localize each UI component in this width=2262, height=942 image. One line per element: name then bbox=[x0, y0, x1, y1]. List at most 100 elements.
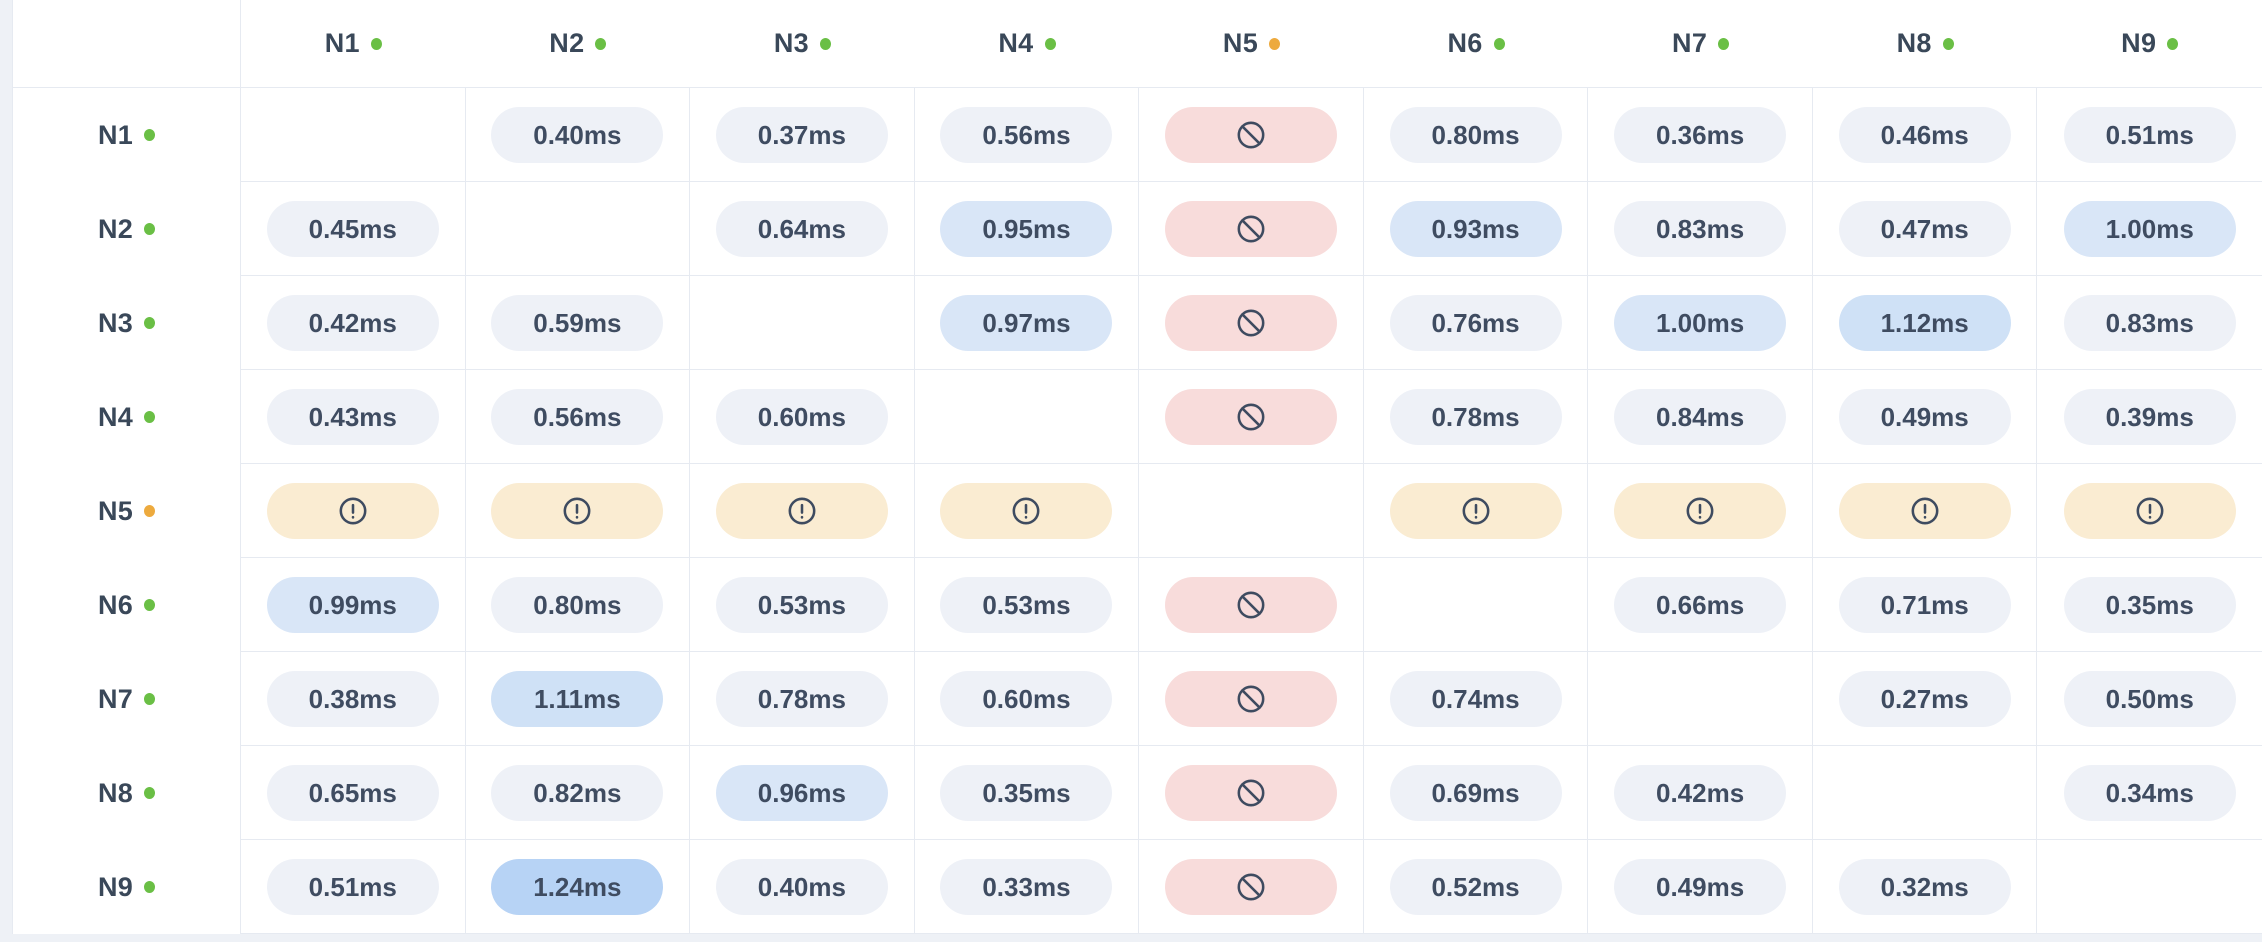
cell-N6-N2[interactable]: 0.80ms bbox=[465, 558, 691, 652]
cell-N5-N4[interactable] bbox=[914, 464, 1140, 558]
latency-pill[interactable]: 0.71ms bbox=[1838, 576, 2011, 633]
cell-N4-N8[interactable]: 0.49ms bbox=[1812, 370, 2038, 464]
cell-N7-N5[interactable] bbox=[1139, 652, 1364, 746]
latency-pill[interactable]: 0.80ms bbox=[491, 576, 664, 633]
cell-N1-N4[interactable]: 0.56ms bbox=[914, 88, 1140, 182]
cell-N5-N2[interactable] bbox=[465, 464, 691, 558]
latency-pill[interactable]: 1.24ms bbox=[491, 858, 664, 915]
warning-pill[interactable] bbox=[266, 482, 439, 539]
latency-pill[interactable]: 0.78ms bbox=[715, 670, 888, 727]
latency-pill[interactable]: 0.95ms bbox=[940, 200, 1113, 257]
latency-pill[interactable]: 0.83ms bbox=[2063, 294, 2236, 351]
cell-N1-N5[interactable] bbox=[1139, 88, 1364, 182]
blocked-pill[interactable] bbox=[1164, 670, 1337, 727]
blocked-pill[interactable] bbox=[1164, 200, 1337, 257]
blocked-pill[interactable] bbox=[1164, 858, 1337, 915]
cell-N2-N9[interactable]: 1.00ms bbox=[2037, 182, 2262, 276]
latency-pill[interactable]: 0.36ms bbox=[1614, 106, 1787, 163]
latency-pill[interactable]: 0.50ms bbox=[2063, 670, 2236, 727]
cell-N9-N3[interactable]: 0.40ms bbox=[690, 840, 915, 934]
blocked-pill[interactable] bbox=[1164, 764, 1337, 821]
latency-pill[interactable]: 1.00ms bbox=[1614, 294, 1787, 351]
warning-pill[interactable] bbox=[1838, 482, 2011, 539]
latency-pill[interactable]: 0.65ms bbox=[266, 764, 439, 821]
latency-pill[interactable]: 0.56ms bbox=[940, 106, 1113, 163]
cell-N6-N4[interactable]: 0.53ms bbox=[914, 558, 1140, 652]
cell-N7-N8[interactable]: 0.27ms bbox=[1812, 652, 2038, 746]
latency-pill[interactable]: 0.45ms bbox=[266, 200, 439, 257]
cell-N2-N1[interactable]: 0.45ms bbox=[241, 182, 466, 276]
cell-N6-N7[interactable]: 0.66ms bbox=[1588, 558, 1813, 652]
cell-N4-N7[interactable]: 0.84ms bbox=[1588, 370, 1813, 464]
cell-N6-N9[interactable]: 0.35ms bbox=[2037, 558, 2262, 652]
warning-pill[interactable] bbox=[715, 482, 888, 539]
latency-pill[interactable]: 0.64ms bbox=[715, 200, 888, 257]
latency-pill[interactable]: 0.51ms bbox=[2063, 106, 2236, 163]
cell-N5-N8[interactable] bbox=[1812, 464, 2038, 558]
latency-pill[interactable]: 0.38ms bbox=[266, 670, 439, 727]
latency-pill[interactable]: 0.76ms bbox=[1389, 294, 1562, 351]
cell-N9-N7[interactable]: 0.49ms bbox=[1588, 840, 1813, 934]
blocked-pill[interactable] bbox=[1164, 294, 1337, 351]
cell-N1-N8[interactable]: 0.46ms bbox=[1812, 88, 2038, 182]
cell-N7-N2[interactable]: 1.11ms bbox=[465, 652, 691, 746]
latency-pill[interactable]: 0.27ms bbox=[1838, 670, 2011, 727]
latency-pill[interactable]: 0.82ms bbox=[491, 764, 664, 821]
cell-N9-N6[interactable]: 0.52ms bbox=[1363, 840, 1589, 934]
cell-N2-N6[interactable]: 0.93ms bbox=[1363, 182, 1589, 276]
cell-N5-N7[interactable] bbox=[1588, 464, 1813, 558]
cell-N7-N4[interactable]: 0.60ms bbox=[914, 652, 1140, 746]
cell-N2-N5[interactable] bbox=[1139, 182, 1364, 276]
cell-N4-N9[interactable]: 0.39ms bbox=[2037, 370, 2262, 464]
latency-pill[interactable]: 0.49ms bbox=[1838, 388, 2011, 445]
cell-N6-N3[interactable]: 0.53ms bbox=[690, 558, 915, 652]
latency-pill[interactable]: 0.99ms bbox=[266, 576, 439, 633]
cell-N6-N1[interactable]: 0.99ms bbox=[241, 558, 466, 652]
cell-N6-N5[interactable] bbox=[1139, 558, 1364, 652]
cell-N8-N4[interactable]: 0.35ms bbox=[914, 746, 1140, 840]
latency-pill[interactable]: 0.96ms bbox=[715, 764, 888, 821]
latency-pill[interactable]: 0.59ms bbox=[491, 294, 664, 351]
latency-pill[interactable]: 0.60ms bbox=[715, 388, 888, 445]
cell-N2-N4[interactable]: 0.95ms bbox=[914, 182, 1140, 276]
cell-N1-N3[interactable]: 0.37ms bbox=[690, 88, 915, 182]
latency-pill[interactable]: 0.35ms bbox=[940, 764, 1113, 821]
cell-N8-N3[interactable]: 0.96ms bbox=[690, 746, 915, 840]
latency-pill[interactable]: 0.34ms bbox=[2063, 764, 2236, 821]
cell-N2-N3[interactable]: 0.64ms bbox=[690, 182, 915, 276]
warning-pill[interactable] bbox=[940, 482, 1113, 539]
cell-N1-N6[interactable]: 0.80ms bbox=[1363, 88, 1589, 182]
cell-N9-N5[interactable] bbox=[1139, 840, 1364, 934]
latency-pill[interactable]: 0.93ms bbox=[1389, 200, 1562, 257]
cell-N1-N9[interactable]: 0.51ms bbox=[2037, 88, 2262, 182]
latency-pill[interactable]: 0.42ms bbox=[1614, 764, 1787, 821]
latency-pill[interactable]: 0.47ms bbox=[1838, 200, 2011, 257]
latency-pill[interactable]: 1.11ms bbox=[491, 670, 664, 727]
cell-N2-N8[interactable]: 0.47ms bbox=[1812, 182, 2038, 276]
cell-N3-N4[interactable]: 0.97ms bbox=[914, 276, 1140, 370]
cell-N8-N1[interactable]: 0.65ms bbox=[241, 746, 466, 840]
cell-N7-N1[interactable]: 0.38ms bbox=[241, 652, 466, 746]
cell-N8-N5[interactable] bbox=[1139, 746, 1364, 840]
latency-pill[interactable]: 1.00ms bbox=[2063, 200, 2236, 257]
latency-pill[interactable]: 1.12ms bbox=[1838, 294, 2011, 351]
cell-N8-N2[interactable]: 0.82ms bbox=[465, 746, 691, 840]
latency-pill[interactable]: 0.39ms bbox=[2063, 388, 2236, 445]
latency-pill[interactable]: 0.97ms bbox=[940, 294, 1113, 351]
latency-pill[interactable]: 0.35ms bbox=[2063, 576, 2236, 633]
cell-N3-N7[interactable]: 1.00ms bbox=[1588, 276, 1813, 370]
latency-pill[interactable]: 0.56ms bbox=[491, 388, 664, 445]
latency-pill[interactable]: 0.83ms bbox=[1614, 200, 1787, 257]
cell-N8-N6[interactable]: 0.69ms bbox=[1363, 746, 1589, 840]
cell-N3-N8[interactable]: 1.12ms bbox=[1812, 276, 2038, 370]
cell-N4-N5[interactable] bbox=[1139, 370, 1364, 464]
cell-N5-N3[interactable] bbox=[690, 464, 915, 558]
latency-pill[interactable]: 0.74ms bbox=[1389, 670, 1562, 727]
cell-N4-N6[interactable]: 0.78ms bbox=[1363, 370, 1589, 464]
latency-pill[interactable]: 0.52ms bbox=[1389, 858, 1562, 915]
cell-N9-N8[interactable]: 0.32ms bbox=[1812, 840, 2038, 934]
cell-N2-N7[interactable]: 0.83ms bbox=[1588, 182, 1813, 276]
cell-N8-N7[interactable]: 0.42ms bbox=[1588, 746, 1813, 840]
cell-N7-N9[interactable]: 0.50ms bbox=[2037, 652, 2262, 746]
cell-N1-N7[interactable]: 0.36ms bbox=[1588, 88, 1813, 182]
